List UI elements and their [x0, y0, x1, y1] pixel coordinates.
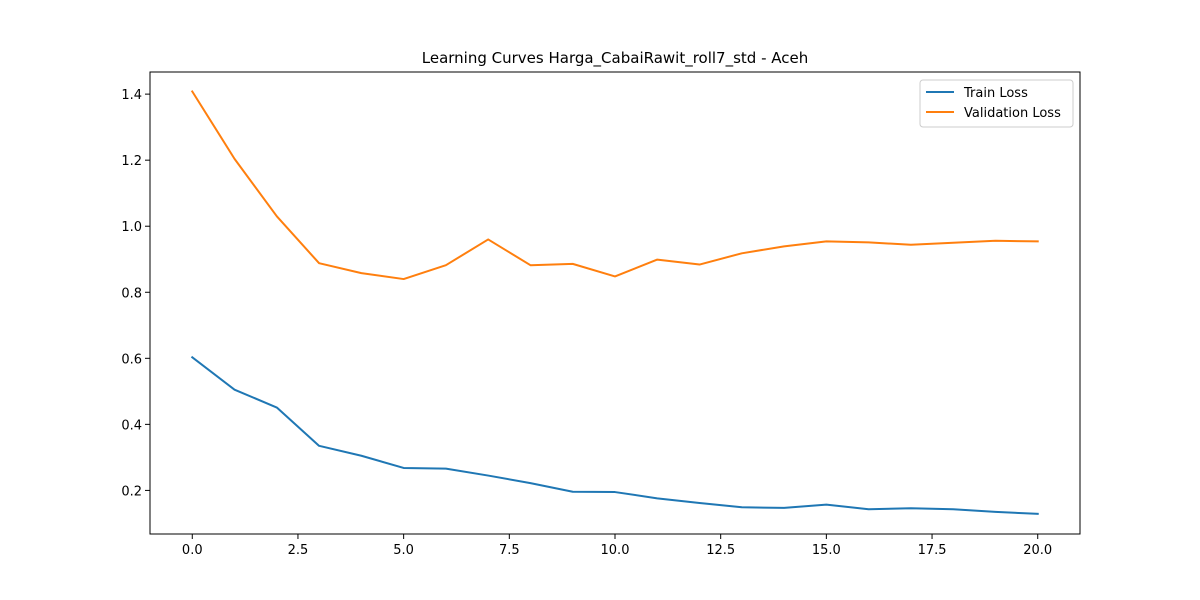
x-tick-label: 5.0 [393, 543, 414, 558]
x-tick-label: 0.0 [182, 543, 203, 558]
x-tick-label: 12.5 [706, 543, 735, 558]
y-tick-label: 0.2 [121, 484, 142, 499]
x-tick-label: 15.0 [812, 543, 841, 558]
series-layer [190, 90, 1039, 515]
series-line-validation-loss [190, 90, 1039, 281]
x-tick-label: 17.5 [918, 543, 947, 558]
y-tick-label: 0.4 [121, 418, 142, 433]
x-tick-label: 20.0 [1023, 543, 1052, 558]
y-tick-label: 0.6 [121, 352, 142, 367]
legend-label: Train Loss [963, 86, 1028, 101]
y-axis: 0.2 0.4 0.6 0.8 1.0 1.2 1.4 [121, 88, 150, 499]
y-tick-label: 1.4 [121, 88, 142, 103]
y-tick-label: 0.8 [121, 286, 142, 301]
y-tick-label: 1.2 [121, 154, 142, 169]
chart-title: Learning Curves Harga_CabaiRawit_roll7_s… [422, 49, 809, 68]
x-tick-label: 2.5 [288, 543, 309, 558]
legend-box [919, 79, 1074, 128]
legend: Train Loss Validation Loss [919, 79, 1074, 128]
legend-label: Validation Loss [964, 106, 1061, 121]
y-tick-label: 1.0 [121, 220, 142, 235]
series-line-train-loss [190, 355, 1039, 515]
x-tick-label: 7.5 [499, 543, 520, 558]
x-axis: 0.0 2.5 5.0 7.5 10.0 12.5 15.0 17.5 20.0 [182, 534, 1052, 558]
x-tick-label: 10.0 [601, 543, 630, 558]
